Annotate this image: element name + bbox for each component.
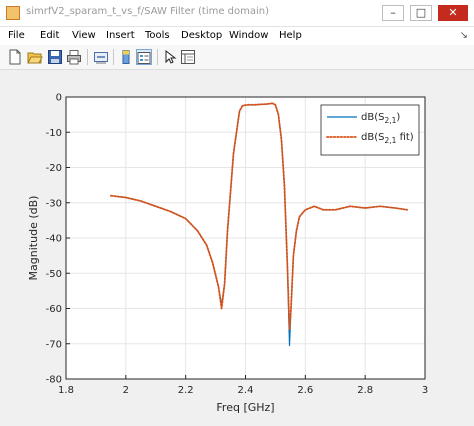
figure-area: 1.8 2 2.2 2.4 2.6 2.8 3 0 -10 -20 -30 -40 -50 -60 -70 -… xyxy=(0,70,474,422)
insert-legend-icon[interactable] xyxy=(136,49,152,65)
matlab-figure-icon xyxy=(6,6,20,20)
x-tick-label: 2.4 xyxy=(238,385,254,396)
property-inspector-icon[interactable] xyxy=(180,49,196,65)
legend-box[interactable] xyxy=(320,104,420,156)
y-tick-label: -20 xyxy=(46,163,62,174)
x-tick-label: 2.6 xyxy=(297,385,313,396)
menu-tools[interactable]: Tools xyxy=(145,30,170,41)
y-tick-label: -40 xyxy=(46,234,62,245)
open-file-icon[interactable] xyxy=(27,49,43,65)
x-tick-label: 2.8 xyxy=(357,385,373,396)
toolbar-separator xyxy=(113,49,114,65)
x-tick-label: 1.8 xyxy=(58,385,74,396)
maximize-button[interactable]: □ xyxy=(410,5,432,21)
x-tick-label: 2 xyxy=(123,385,129,396)
menu-help[interactable]: Help xyxy=(279,30,302,41)
axes-box xyxy=(65,96,426,380)
minimize-button[interactable]: – xyxy=(382,5,404,21)
menu-edit[interactable]: Edit xyxy=(40,30,60,41)
x-tick-label: 2.2 xyxy=(178,385,194,396)
select-pointer-icon[interactable] xyxy=(162,49,178,65)
menu-overflow-icon[interactable]: ↘ xyxy=(459,30,468,41)
y-axis-label: Magnitude (dB) xyxy=(27,196,40,281)
plot-canvas[interactable]: 1.8 2 2.2 2.4 2.6 2.8 3 0 -10 -20 -30 -40 -50 -60 -70 -… xyxy=(0,70,474,422)
series-line-2 xyxy=(110,102,409,331)
y-tick-label: -70 xyxy=(46,339,62,350)
menu-file[interactable]: File xyxy=(8,30,25,41)
menu-insert[interactable]: Insert xyxy=(106,30,135,41)
menu-bar: File Edit View Insert Tools Desktop Wind… xyxy=(0,27,474,45)
y-tick-label: -80 xyxy=(46,375,62,386)
figure-toolbar xyxy=(0,45,474,70)
window-title: simrfV2_sparam_t_vs_f/SAW Filter (time d… xyxy=(26,6,270,17)
y-tick-label: -50 xyxy=(46,269,62,280)
legend-entry-1: dB(S2,1) xyxy=(361,112,400,125)
y-tick-label: -30 xyxy=(46,198,62,209)
print-icon[interactable] xyxy=(66,49,82,65)
link-icon[interactable] xyxy=(93,49,109,65)
y-tick-label: -60 xyxy=(46,304,62,315)
x-tick-label: 3 xyxy=(422,385,428,396)
toolbar-separator xyxy=(157,49,158,65)
close-button[interactable]: ✕ xyxy=(438,5,468,21)
insert-colorbar-icon[interactable] xyxy=(118,49,134,65)
new-figure-icon[interactable] xyxy=(7,49,23,65)
legend-entry-2: dB(S2,1 fit) xyxy=(361,132,414,145)
menu-desktop[interactable]: Desktop xyxy=(181,30,223,41)
menu-window[interactable]: Window xyxy=(229,30,269,41)
x-axis-label: Freq [GHz] xyxy=(216,401,274,414)
y-tick-label: 0 xyxy=(56,93,62,104)
toolbar-separator xyxy=(87,49,88,65)
y-tick-label: -10 xyxy=(46,128,62,139)
title-bar[interactable]: simrfV2_sparam_t_vs_f/SAW Filter (time d… xyxy=(0,0,474,27)
save-icon[interactable] xyxy=(47,49,63,65)
menu-view[interactable]: View xyxy=(72,30,96,41)
